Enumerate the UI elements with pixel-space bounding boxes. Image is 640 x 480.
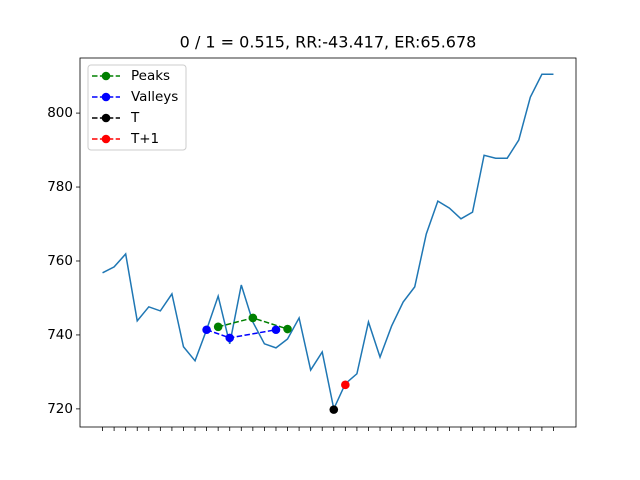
series-line bbox=[102, 73, 554, 412]
y-tick-label: 760 bbox=[47, 253, 73, 269]
y-tick-label: 720 bbox=[47, 401, 73, 417]
plot-frame bbox=[79, 57, 577, 428]
point bbox=[271, 325, 281, 335]
point bbox=[329, 405, 339, 414]
legend-marker bbox=[101, 71, 111, 81]
point bbox=[248, 313, 258, 323]
legend-marker bbox=[101, 134, 111, 144]
y-tick-label: 740 bbox=[47, 327, 73, 343]
legend-label: Peaks bbox=[131, 68, 170, 84]
y-tick-label: 800 bbox=[47, 105, 73, 121]
y-tick-label: 780 bbox=[47, 179, 73, 195]
legend-box bbox=[87, 64, 187, 151]
point bbox=[202, 325, 211, 335]
legend-label: T bbox=[130, 110, 140, 126]
point bbox=[283, 324, 292, 334]
legend-marker bbox=[101, 92, 111, 102]
point bbox=[341, 380, 350, 390]
point bbox=[225, 333, 235, 343]
legend-marker bbox=[101, 113, 111, 123]
chart-title: 0 / 1 = 0.515, RR:-43.417, ER:65.678 bbox=[180, 33, 477, 52]
legend-label: T+1 bbox=[130, 131, 159, 147]
point bbox=[213, 322, 223, 332]
legend-label: Valleys bbox=[131, 89, 178, 105]
